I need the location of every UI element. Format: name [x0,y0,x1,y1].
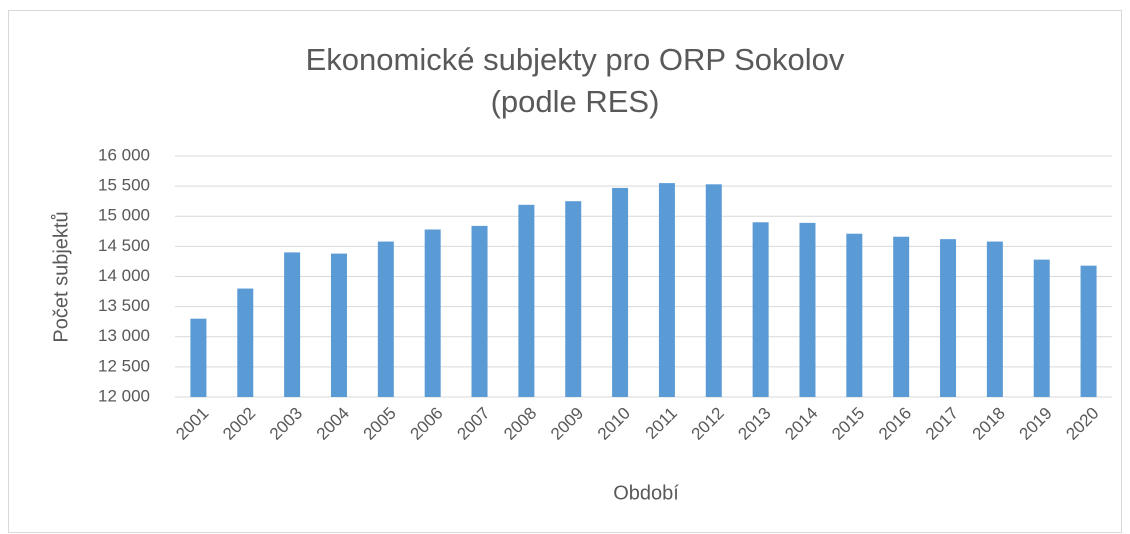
chart-title: (podle RES) [491,84,660,119]
x-axis-label: Období [613,482,679,504]
bar [799,222,816,397]
bar [658,183,675,397]
y-tick-label: 13 500 [98,296,150,315]
bar [330,253,347,397]
bar [1080,265,1097,397]
y-tick-label: 12 000 [98,386,150,405]
bar [612,187,629,397]
y-tick-label: 15 500 [98,176,150,195]
bar [377,241,394,397]
y-tick-label: 12 500 [98,356,150,375]
bar [752,222,769,397]
chart-border [8,10,1122,533]
y-tick-label: 16 000 [98,145,150,164]
y-tick-label: 14 500 [98,236,150,255]
bar [986,241,1003,397]
bar [1033,259,1050,397]
bar [471,225,488,397]
y-tick-label: 15 000 [98,206,150,225]
bar [284,252,301,397]
bar [518,204,535,397]
bar [940,239,957,397]
bar [846,233,863,397]
y-axis-label: Počet subjektů [50,211,72,342]
bar [565,201,582,397]
bar [893,236,910,397]
chart-title: Ekonomické subjekty pro ORP Sokolov [306,42,845,77]
bar [237,288,254,397]
bar [424,229,441,397]
y-tick-label: 13 000 [98,326,150,345]
bar [190,318,207,397]
bar [705,184,722,397]
y-tick-label: 14 000 [98,266,150,285]
